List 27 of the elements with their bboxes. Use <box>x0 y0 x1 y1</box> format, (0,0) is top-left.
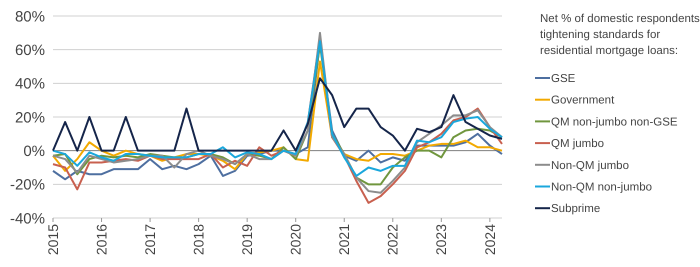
x-tick-label: 2021 <box>336 224 352 256</box>
x-tick-label: 2024 <box>482 224 498 256</box>
legend-label: Subprime <box>551 203 600 216</box>
y-tick-label: 0% <box>23 142 45 160</box>
legend-label: QM non-jumbo non-GSE <box>551 116 678 128</box>
x-tick-label: 2020 <box>288 224 304 256</box>
legend-label: Non-QM non-jumbo <box>551 182 652 194</box>
legend-label: Non-QM jumbo <box>551 160 629 172</box>
legend-label: GSE <box>551 73 576 86</box>
y-tick-label: 20% <box>14 109 45 126</box>
y-tick-label: -20% <box>10 176 45 194</box>
x-tick-label: 2023 <box>433 224 450 256</box>
x-tick-label: 2017 <box>142 224 158 256</box>
x-tick-label: 2018 <box>190 224 207 256</box>
line-series <box>52 60 503 172</box>
y-tick-label: 60% <box>14 42 45 59</box>
y-tick-label: 40% <box>14 76 45 93</box>
y-tick-label: 80% <box>14 8 45 26</box>
legend-label: QM jumbo <box>551 138 604 150</box>
line-series <box>52 77 503 152</box>
x-tick-label: 2022 <box>384 224 401 256</box>
legend-title: Net % of domestic respondents tightening standards for residential mortgage loans: <box>540 13 700 57</box>
legend-label: Government <box>551 94 616 107</box>
x-tick-label: 2016 <box>93 224 110 256</box>
x-tick-label: 2015 <box>44 224 61 256</box>
y-tick-label: -40% <box>10 210 45 228</box>
x-tick-label: 2019 <box>239 224 256 256</box>
